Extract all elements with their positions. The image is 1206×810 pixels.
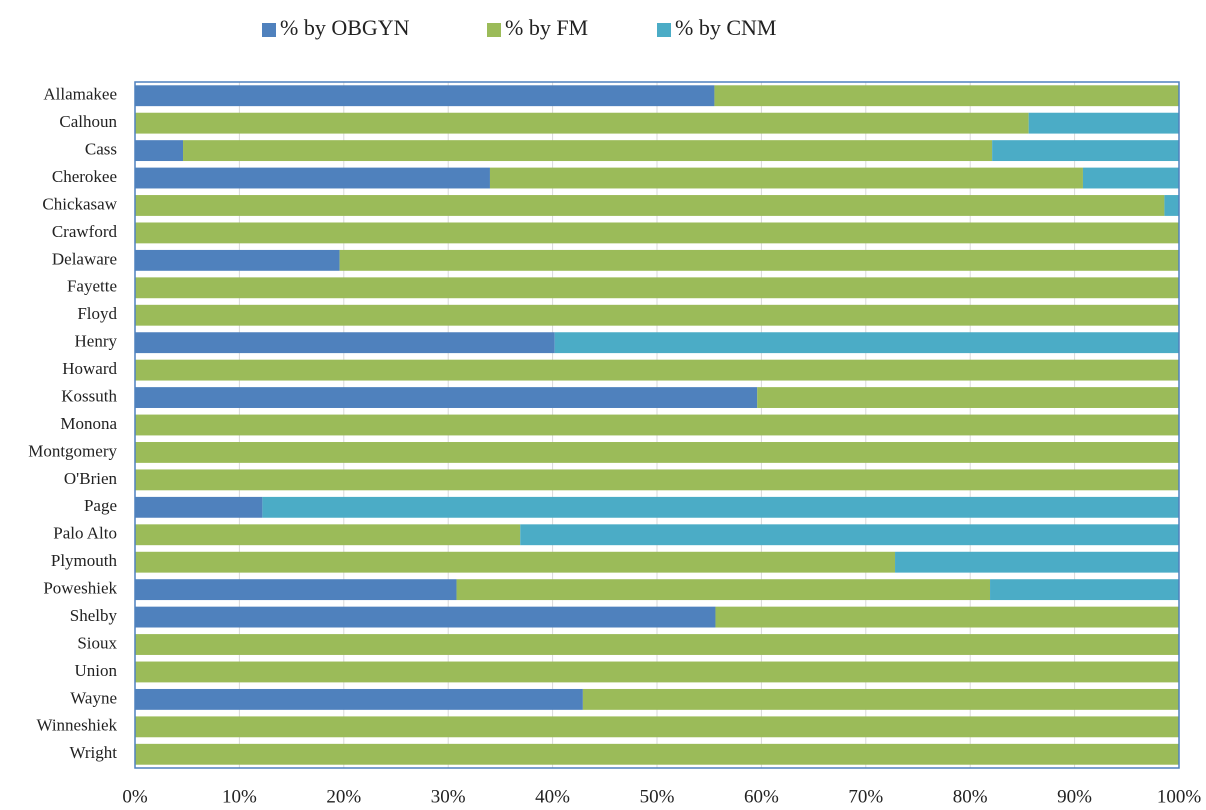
y-tick-label: Monona [60, 414, 117, 433]
legend-label: % by FM [505, 15, 588, 40]
bar-segment [715, 606, 1179, 628]
bar-segment [135, 332, 555, 354]
bar-segment [135, 167, 490, 189]
x-tick-label: 80% [953, 786, 988, 807]
y-tick-label: Chickasaw [42, 194, 117, 213]
y-tick-label: Kossuth [61, 386, 117, 405]
x-tick-label: 10% [222, 786, 257, 807]
bar-segment [135, 249, 340, 271]
bar-segment [520, 524, 1179, 546]
bar-segment [135, 359, 1179, 381]
y-tick-label: Fayette [67, 277, 117, 296]
y-tick-label: Plymouth [51, 551, 118, 570]
bar-segment [135, 469, 1179, 491]
y-tick-label: Montgomery [28, 441, 117, 460]
bar-segment [554, 332, 1179, 354]
bar-segment [895, 551, 1179, 573]
legend-swatch [657, 23, 671, 37]
y-tick-label: Crawford [52, 222, 118, 241]
bar-segment [990, 579, 1179, 601]
bar-segment [135, 634, 1179, 655]
y-tick-label: Howard [62, 359, 117, 378]
x-tick-label: 70% [848, 786, 883, 807]
y-tick-label: Cherokee [52, 167, 117, 186]
legend-swatch [262, 23, 276, 37]
bar-segment [1164, 195, 1179, 216]
bar-segment [135, 140, 184, 162]
bar-segment [135, 195, 1165, 216]
plot-border [134, 81, 1180, 769]
bar-segment [135, 414, 1179, 436]
y-tick-label: Shelby [70, 606, 118, 625]
y-tick-label: Delaware [52, 249, 117, 268]
bar-segment [135, 743, 1179, 765]
bar-segment [135, 579, 457, 601]
bar-segment [757, 387, 1179, 408]
bar-segment [135, 85, 715, 107]
y-tick-label: Union [75, 661, 118, 680]
x-tick-label: 30% [431, 786, 466, 807]
bar-segment [489, 167, 1083, 189]
bar-segment [135, 442, 1179, 463]
bar-segment [135, 222, 1179, 244]
legend-label: % by CNM [675, 15, 776, 40]
y-tick-label: Calhoun [59, 112, 117, 131]
x-tick-label: 60% [744, 786, 779, 807]
bar-segment [135, 304, 1179, 326]
bar-segment [339, 249, 1179, 271]
x-tick-label: 50% [640, 786, 675, 807]
bar-segment [135, 112, 1029, 134]
bar-segment [135, 277, 1179, 299]
legend-swatch [487, 23, 501, 37]
bar-segment [1028, 112, 1179, 134]
bar-segment [992, 140, 1179, 162]
bar-segment [183, 140, 993, 162]
y-tick-label: Allamakee [43, 85, 117, 104]
bar-segment [714, 85, 1179, 107]
bar-segment [135, 688, 583, 710]
y-tick-label: Henry [75, 332, 118, 351]
y-tick-label: Page [84, 496, 117, 515]
y-tick-label: Floyd [77, 304, 117, 323]
x-tick-label: 100% [1157, 786, 1202, 807]
bar-segment [135, 551, 896, 573]
bar-segment [135, 524, 521, 546]
bar-segment [456, 579, 991, 601]
bar-segment [262, 496, 1179, 518]
y-tick-label: Wayne [70, 688, 117, 707]
y-tick-label: Cass [85, 140, 117, 159]
bar-segment [1082, 167, 1179, 189]
legend-label: % by OBGYN [280, 15, 410, 40]
y-tick-label: Poweshiek [43, 579, 117, 598]
y-tick-label: Sioux [77, 633, 117, 652]
bar-segment [582, 688, 1179, 710]
bar-segment [135, 661, 1179, 683]
bar-segment [135, 496, 263, 518]
bar-segment [135, 606, 716, 628]
x-tick-label: 20% [326, 786, 361, 807]
x-tick-label: 0% [122, 786, 148, 807]
x-tick-label: 90% [1057, 786, 1092, 807]
x-tick-label: 40% [535, 786, 570, 807]
y-tick-label: O'Brien [64, 469, 118, 488]
y-tick-label: Palo Alto [53, 524, 117, 543]
bar-segment [135, 387, 758, 408]
y-tick-label: Wright [70, 743, 118, 762]
bar-segment [135, 716, 1179, 738]
y-tick-label: Winneshiek [36, 716, 117, 735]
